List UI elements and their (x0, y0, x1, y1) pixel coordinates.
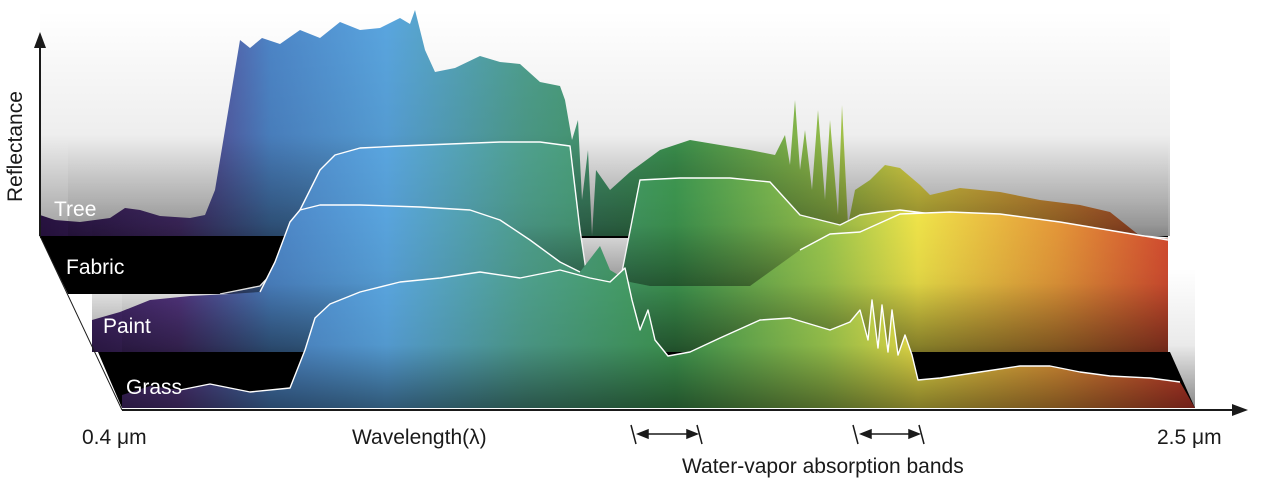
series-label-paint: Paint (103, 315, 151, 338)
x-axis: 0.4 μm Wavelength(λ) 2.5 μm (39, 235, 1248, 449)
absorption-band-2 (852, 424, 925, 445)
y-axis-arrow-icon (34, 32, 46, 48)
y-axis: Reflectance (4, 32, 46, 236)
x-end-label: 2.5 μm (1157, 426, 1222, 449)
y-axis-label: Reflectance (4, 91, 27, 202)
series-grass (122, 267, 1195, 408)
series-label-grass: Grass (126, 376, 182, 399)
x-axis-label: Wavelength(λ) (352, 426, 487, 449)
absorption-bands-label: Water-vapor absorption bands (682, 455, 964, 478)
x-axis-arrow-icon (1232, 404, 1248, 416)
series-label-fabric: Fabric (66, 256, 124, 279)
absorption-band-1 (630, 424, 703, 445)
series-label-tree: Tree (54, 198, 96, 221)
x-start-label: 0.4 μm (82, 426, 147, 449)
